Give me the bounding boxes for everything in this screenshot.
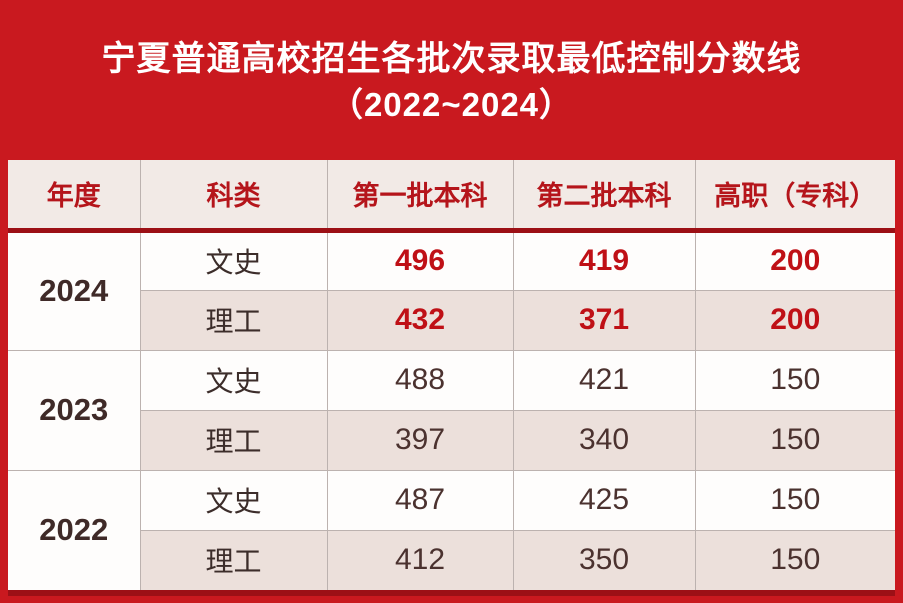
score-cell: 397 xyxy=(326,409,514,471)
score-cell: 150 xyxy=(694,409,896,471)
table-row-2024-wenshi: 2024 文史 496 419 200 xyxy=(7,229,896,351)
col-header-category: 科类 xyxy=(139,159,328,233)
score-cell: 412 xyxy=(326,529,514,591)
col-header-batch2: 第二批本科 xyxy=(512,159,696,233)
score-table: 年度 科类 第一批本科 第二批本科 高职（专科） 2024 文史 496 419… xyxy=(7,159,896,591)
table-header-row: 年度 科类 第一批本科 第二批本科 高职（专科） xyxy=(7,159,896,233)
score-cell: 150 xyxy=(694,349,896,411)
score-cell: 200 xyxy=(694,289,896,351)
score-cell: 340 xyxy=(512,409,696,471)
col-header-vocational: 高职（专科） xyxy=(694,159,896,233)
score-cell: 425 xyxy=(512,469,696,531)
score-cell: 488 xyxy=(326,349,514,411)
category-cell: 理工 xyxy=(139,529,328,591)
table-row-2023-ligong: 理工 397 340 150 xyxy=(8,409,896,471)
table-row-2024-ligong: 理工 432 371 200 xyxy=(8,289,896,351)
category-cell: 文史 xyxy=(139,469,328,531)
category-cell: 理工 xyxy=(139,409,328,471)
table-row-2022-ligong: 理工 412 350 150 xyxy=(8,529,896,591)
year-cell-2024: 2024 xyxy=(7,229,141,351)
page-title-line1: 宁夏普通高校招生各批次录取最低控制分数线 xyxy=(101,40,802,78)
score-cell: 150 xyxy=(694,529,896,591)
table-row-2022-wenshi: 2022 文史 487 425 150 xyxy=(7,469,896,591)
score-cell: 432 xyxy=(326,289,514,351)
score-cell: 200 xyxy=(694,229,896,291)
category-cell: 文史 xyxy=(139,229,328,291)
col-header-batch1: 第一批本科 xyxy=(326,159,514,233)
category-cell: 文史 xyxy=(139,349,328,411)
score-cell: 496 xyxy=(326,229,514,291)
score-cell: 150 xyxy=(694,469,896,531)
col-header-year: 年度 xyxy=(7,159,141,233)
category-cell: 理工 xyxy=(139,289,328,351)
table-bottom-border xyxy=(8,590,895,596)
page-title: 宁夏普通高校招生各批次录取最低控制分数线 （2022~2024） xyxy=(0,0,903,160)
page-title-line2: （2022~2024） xyxy=(329,86,574,123)
score-cell: 419 xyxy=(512,229,696,291)
year-cell-2023: 2023 xyxy=(7,349,141,471)
score-cell: 421 xyxy=(512,349,696,411)
table-row-2023-wenshi: 2023 文史 488 421 150 xyxy=(7,349,896,471)
year-cell-2022: 2022 xyxy=(7,469,141,591)
score-cell: 487 xyxy=(326,469,514,531)
score-cell: 371 xyxy=(512,289,696,351)
score-cell: 350 xyxy=(512,529,696,591)
